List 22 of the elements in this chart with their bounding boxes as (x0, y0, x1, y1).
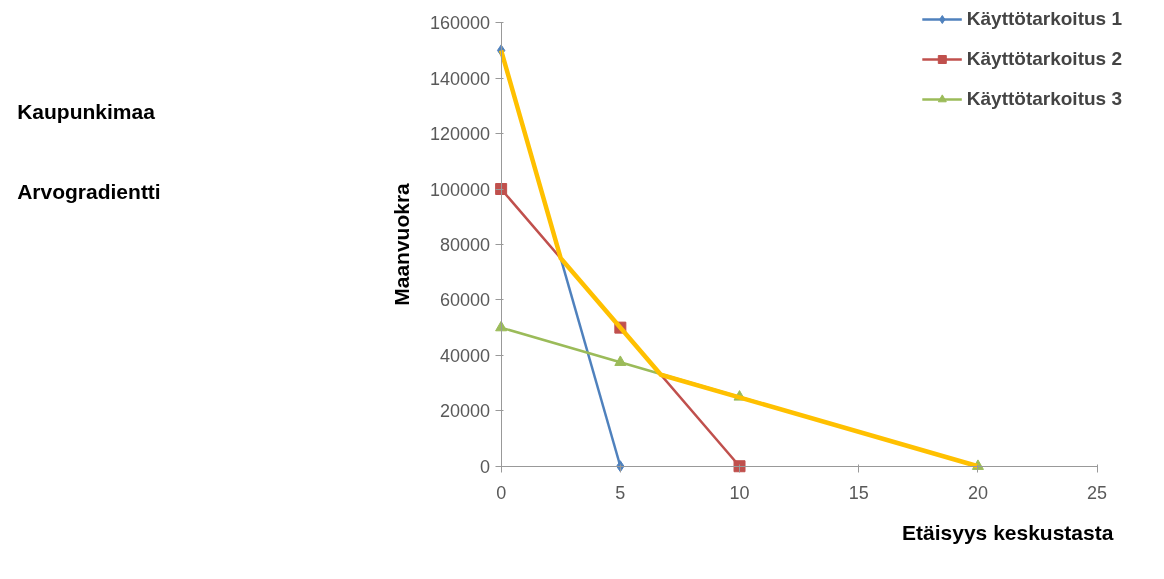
y-tick-label: 80000 (440, 234, 491, 255)
text: Arvogradientti (17, 180, 161, 204)
x-tick-label: 20 (967, 483, 988, 504)
x-tick-label: 15 (848, 483, 869, 504)
y-tick-label: 60000 (440, 290, 491, 311)
y-tick-label: 20000 (440, 401, 491, 422)
legend-label: Käyttötarkoitus 1 (966, 8, 1122, 30)
y-tick-label: 120000 (430, 124, 491, 145)
x-axis-title: Etäisyys keskustasta (902, 521, 1114, 545)
y-axis-title: Maanvuokra (390, 182, 414, 306)
x-tick-label: 25 (1087, 483, 1108, 504)
y-tick-label: 0 (480, 456, 491, 477)
legend-label: Käyttötarkoitus 3 (966, 88, 1122, 110)
x-tick-label: 0 (496, 483, 507, 504)
text: Kaupunkimaa (17, 99, 156, 123)
x-tick-label: 10 (729, 483, 750, 504)
legend-label: Käyttötarkoitus 2 (966, 48, 1122, 70)
y-tick-label: 40000 (440, 345, 491, 366)
y-tick-label: 160000 (430, 13, 491, 34)
y-tick-label: 100000 (430, 179, 491, 200)
y-tick-label: 140000 (430, 68, 491, 89)
x-tick-label: 5 (615, 483, 626, 504)
